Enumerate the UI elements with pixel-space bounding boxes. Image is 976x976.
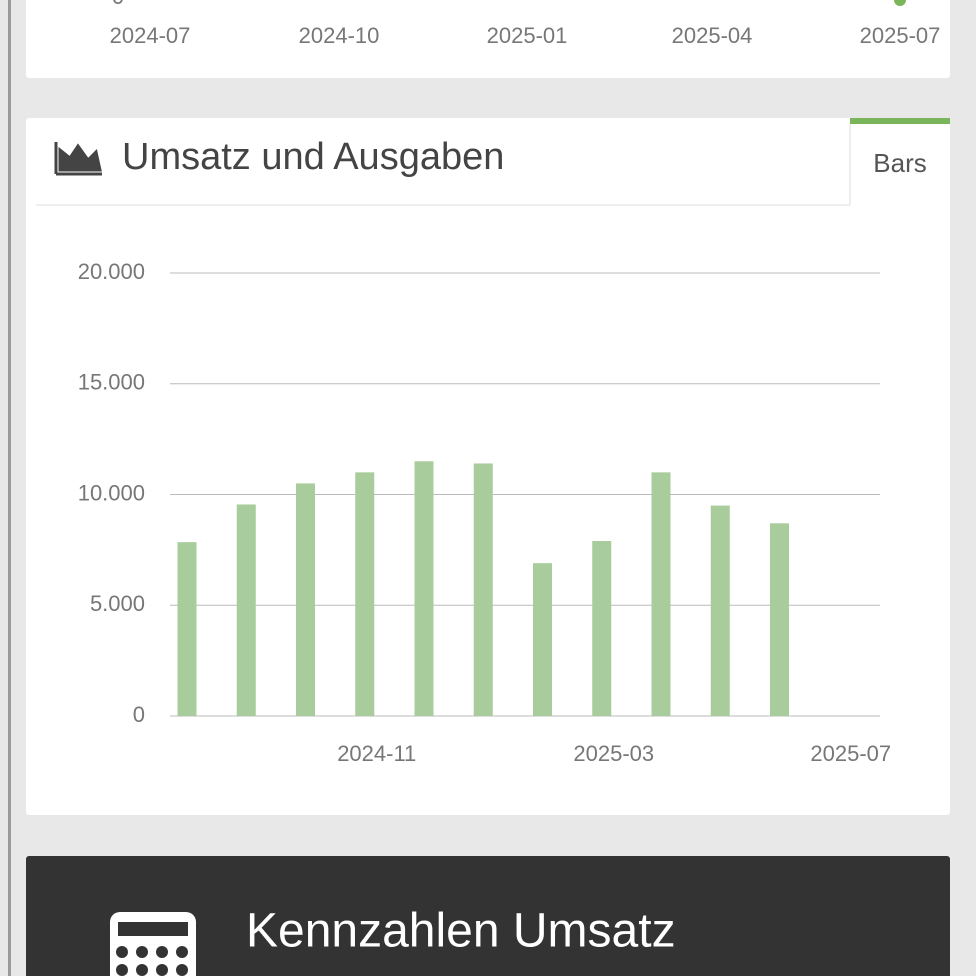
tab-indicator <box>850 118 950 124</box>
bar <box>710 505 730 716</box>
x-tick-label: 2025-04 <box>672 23 753 48</box>
y-tick-label: 15.000 <box>78 370 145 395</box>
y-tick-label: 0 <box>112 0 124 9</box>
y-tick-label: 0 <box>133 702 145 727</box>
bar <box>296 483 315 716</box>
bar <box>355 472 375 716</box>
left-border <box>8 0 11 976</box>
calculator-keys <box>116 946 188 976</box>
x-tick-label: 2025-07 <box>810 741 891 766</box>
y-tick-label: 5.000 <box>90 591 145 616</box>
bar-chart: 0 5.000 10.000 15.000 20.000 2024-11 2025-03 20… <box>78 259 891 766</box>
bar <box>177 542 197 716</box>
x-tick-label: 2025-07 <box>860 23 941 48</box>
bar <box>414 461 434 716</box>
y-tick-label: 20.000 <box>78 259 145 284</box>
x-tick-label: 2024-11 <box>337 741 416 766</box>
bar <box>473 463 493 716</box>
y-tick-label: 10.000 <box>78 480 145 505</box>
top-card <box>26 0 950 78</box>
bar <box>770 523 789 716</box>
bar <box>592 541 612 716</box>
kpi-card <box>26 856 950 976</box>
area-chart-icon <box>54 142 102 176</box>
x-tick-label: 2025-03 <box>573 741 654 766</box>
bar <box>651 472 671 716</box>
line-point <box>894 0 906 6</box>
x-tick-label: 2024-10 <box>299 23 380 48</box>
bar <box>533 563 552 716</box>
calculator-display <box>118 922 188 936</box>
kpi-title: Kennzahlen Umsatz <box>246 905 676 958</box>
x-tick-label: 2024-07 <box>110 23 191 48</box>
bar <box>236 504 256 716</box>
x-tick-label: 2025-01 <box>487 23 568 48</box>
tab-bars[interactable]: Bars <box>873 148 926 178</box>
card-title: Umsatz und Ausgaben <box>122 136 504 178</box>
